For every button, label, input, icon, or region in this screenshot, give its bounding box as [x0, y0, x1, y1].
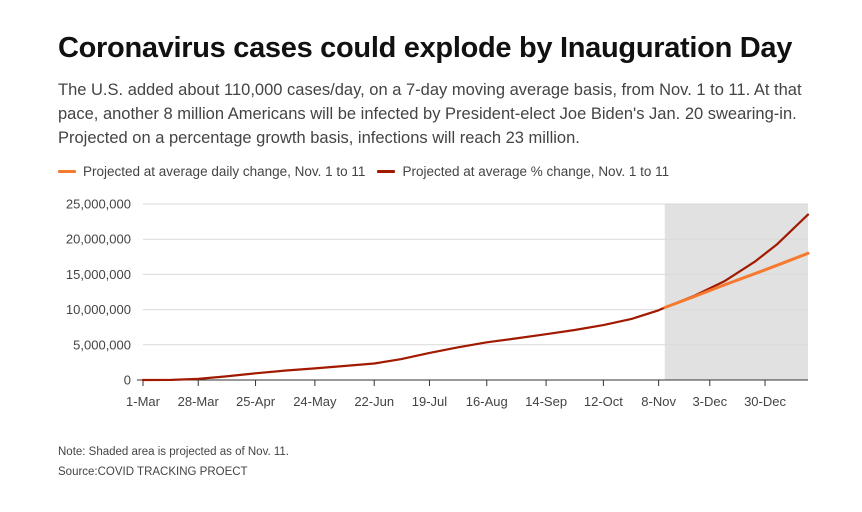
legend-label-daily: Projected at average daily change, Nov. … — [83, 164, 366, 179]
legend-item-percent: Projected at average % change, Nov. 1 to… — [377, 164, 669, 179]
y-tick-label: 25,000,000 — [66, 197, 131, 212]
x-tick-label: 8-Nov — [641, 394, 676, 409]
x-tick-label: 1-Mar — [126, 394, 161, 409]
x-tick-label: 22-Jun — [354, 394, 394, 409]
x-tick-label: 16-Aug — [466, 394, 508, 409]
x-tick-label: 14-Sep — [525, 394, 567, 409]
legend-swatch-daily — [58, 170, 76, 173]
x-tick-label: 30-Dec — [744, 394, 786, 409]
chart-title: Coronavirus cases could explode by Inaug… — [58, 32, 793, 64]
y-tick-label: 20,000,000 — [66, 232, 131, 247]
x-tick-label: 12-Oct — [584, 394, 623, 409]
y-tick-label: 0 — [124, 373, 131, 388]
x-tick-label: 19-Jul — [412, 394, 448, 409]
chart-note: Note: Shaded area is projected as of Nov… — [58, 446, 289, 458]
legend-label-percent: Projected at average % change, Nov. 1 to… — [402, 164, 670, 179]
y-tick-label: 10,000,000 — [66, 302, 131, 317]
x-tick-label: 28-Mar — [178, 394, 220, 409]
legend-item-daily: Projected at average daily change, Nov. … — [58, 164, 365, 179]
projection-shaded-area — [664, 204, 808, 380]
x-tick-label: 24-May — [293, 394, 337, 409]
chart-source: Source:COVID TRACKING PROECT — [58, 466, 248, 478]
x-tick-label: 3-Dec — [692, 394, 727, 409]
y-tick-label: 15,000,000 — [66, 267, 131, 282]
legend: Projected at average daily change, Nov. … — [58, 164, 681, 179]
y-tick-label: 5,000,000 — [73, 337, 131, 352]
series-line-daily-change — [663, 251, 810, 309]
x-tick-label: 25-Apr — [236, 394, 276, 409]
legend-swatch-percent — [377, 170, 396, 173]
chart-subtitle: The U.S. added about 110,000 cases/day, … — [58, 81, 802, 147]
